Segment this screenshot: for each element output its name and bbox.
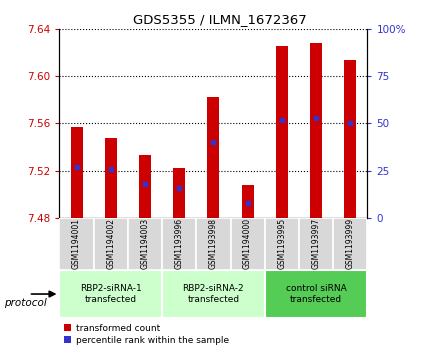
Text: control siRNA
transfected: control siRNA transfected	[286, 284, 346, 304]
Bar	[344, 60, 356, 218]
Text: RBP2-siRNA-1
transfected: RBP2-siRNA-1 transfected	[80, 284, 142, 304]
Bar	[299, 218, 333, 270]
Bar	[70, 127, 83, 218]
Text: GSM1194001: GSM1194001	[72, 217, 81, 269]
Bar	[59, 218, 94, 270]
Text: GSM1194003: GSM1194003	[140, 217, 150, 269]
Text: GSM1193996: GSM1193996	[175, 217, 183, 269]
Legend: transformed count, percentile rank within the sample: transformed count, percentile rank withi…	[64, 324, 229, 344]
Bar	[265, 218, 299, 270]
Text: GSM1193998: GSM1193998	[209, 217, 218, 269]
Bar	[162, 270, 265, 318]
Text: GSM1193999: GSM1193999	[346, 217, 355, 269]
Bar	[173, 168, 185, 218]
Bar	[333, 218, 367, 270]
Bar	[162, 218, 196, 270]
Bar	[196, 218, 231, 270]
Bar	[128, 218, 162, 270]
Text: GSM1193997: GSM1193997	[312, 217, 321, 269]
Text: GDS5355 / ILMN_1672367: GDS5355 / ILMN_1672367	[133, 13, 307, 26]
Bar	[105, 138, 117, 218]
Text: RBP2-siRNA-2
transfected: RBP2-siRNA-2 transfected	[183, 284, 244, 304]
Bar	[139, 155, 151, 218]
Bar	[59, 270, 162, 318]
Text: GSM1193995: GSM1193995	[277, 217, 286, 269]
Bar	[231, 218, 265, 270]
Text: GSM1194000: GSM1194000	[243, 217, 252, 269]
Bar	[310, 43, 322, 218]
Bar	[265, 270, 367, 318]
Text: protocol: protocol	[4, 298, 47, 308]
Bar	[94, 218, 128, 270]
Text: GSM1194002: GSM1194002	[106, 217, 115, 269]
Bar	[242, 185, 253, 218]
Bar	[276, 45, 288, 218]
Bar	[207, 97, 220, 218]
